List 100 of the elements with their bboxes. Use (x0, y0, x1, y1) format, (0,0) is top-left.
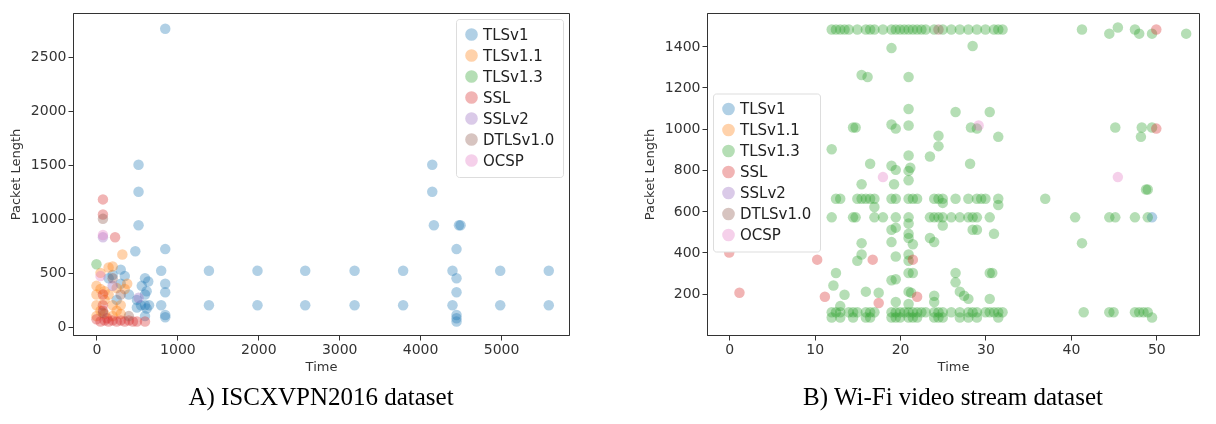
x-tick-label: 30 (977, 340, 995, 357)
y-tick-label: 1500 (30, 156, 67, 173)
point (160, 243, 171, 255)
x-tick-label: 20 (891, 340, 910, 357)
y-tick-label: 2500 (30, 48, 67, 65)
point (543, 300, 555, 311)
point (447, 300, 458, 311)
point (1112, 171, 1124, 183)
point (252, 300, 263, 311)
x-tick-label: 5000 (483, 340, 520, 357)
point (123, 310, 135, 322)
legend-label: OCSP (483, 151, 524, 170)
legend-label: TLSv1.1 (739, 121, 800, 139)
x-tick-label: 4000 (402, 340, 439, 357)
point (155, 300, 167, 311)
y-tick-label: 500 (39, 264, 67, 281)
point (130, 246, 141, 257)
point (427, 186, 438, 198)
point (107, 273, 118, 284)
y-axis-title: Packet Length (641, 128, 657, 221)
legend-label: DTLSv1.0 (483, 130, 555, 149)
point (131, 302, 143, 313)
point (133, 159, 144, 171)
point (133, 186, 144, 198)
point (203, 265, 215, 276)
y-tick-label: 0 (57, 318, 67, 335)
point (117, 249, 128, 260)
y-tick-label: 2000 (30, 102, 67, 119)
point (109, 231, 121, 243)
text: A) ISCXVPN2016 dataset (188, 383, 454, 411)
legend-label: SSLv2 (740, 184, 786, 202)
y-tick-label: 1000 (664, 120, 701, 137)
x-tick-label: 10 (806, 340, 825, 357)
point (160, 287, 171, 298)
point (451, 243, 462, 255)
x-tick-label: 50 (1147, 340, 1166, 357)
legend-label: SSL (740, 163, 769, 181)
point (877, 171, 889, 183)
point (811, 254, 823, 265)
point (349, 265, 360, 276)
point (160, 23, 171, 34)
point (494, 265, 506, 276)
point (160, 278, 171, 289)
y-tick-label: 800 (673, 161, 701, 178)
point (115, 289, 126, 300)
point (873, 297, 884, 309)
text: B) Wi-Fi video stream dataset (803, 383, 1103, 411)
point (451, 287, 462, 298)
x-tick-label: 40 (1062, 340, 1081, 357)
point (397, 300, 409, 311)
point (397, 265, 409, 276)
y-tick-label: 400 (673, 243, 701, 260)
point (97, 194, 109, 205)
x-tick-label: 3000 (321, 340, 358, 357)
point (911, 291, 923, 303)
point (447, 265, 458, 276)
y-tick-label: 1400 (664, 37, 701, 54)
y-axis-title: Packet Length (7, 128, 23, 221)
x-tick-label: 0 (92, 340, 102, 357)
point (91, 258, 102, 270)
x-axis-title: Time (304, 358, 338, 374)
point (867, 254, 878, 265)
point (299, 265, 311, 276)
point (451, 273, 462, 284)
point (121, 278, 133, 289)
x-tick-label: 2000 (240, 340, 277, 357)
legend-label: SSLv2 (483, 109, 529, 128)
legend-label: TLSv1.1 (482, 46, 543, 65)
x-tick-label: 0 (725, 340, 735, 357)
legend-label: DTLSv1.0 (740, 205, 812, 223)
point (494, 300, 506, 311)
point (203, 300, 215, 311)
point (427, 159, 438, 171)
point (115, 300, 126, 311)
y-tick-label: 200 (673, 285, 701, 302)
legend-label: TLSv1.3 (482, 67, 543, 86)
point (299, 300, 311, 311)
x-tick-label: 1000 (160, 340, 196, 357)
y-tick-label: 1000 (30, 210, 67, 227)
point (139, 316, 151, 327)
point (907, 254, 919, 265)
point (1151, 123, 1162, 134)
legend-label: TLSv1 (482, 25, 529, 44)
x-axis-title: Time (936, 358, 970, 374)
point (543, 265, 555, 276)
point (155, 265, 167, 276)
point (133, 220, 144, 231)
point (734, 287, 745, 298)
legend-label: SSL (483, 88, 512, 107)
point (252, 265, 263, 276)
point (103, 262, 114, 273)
legend-label: TLSv1.3 (739, 142, 800, 160)
point (91, 314, 102, 325)
y-tick-label: 1200 (664, 78, 701, 95)
y-tick-label: 600 (673, 202, 701, 219)
point (819, 291, 831, 303)
point (97, 213, 109, 225)
point (428, 220, 440, 231)
point (1151, 24, 1162, 35)
legend-label: TLSv1 (739, 100, 786, 118)
